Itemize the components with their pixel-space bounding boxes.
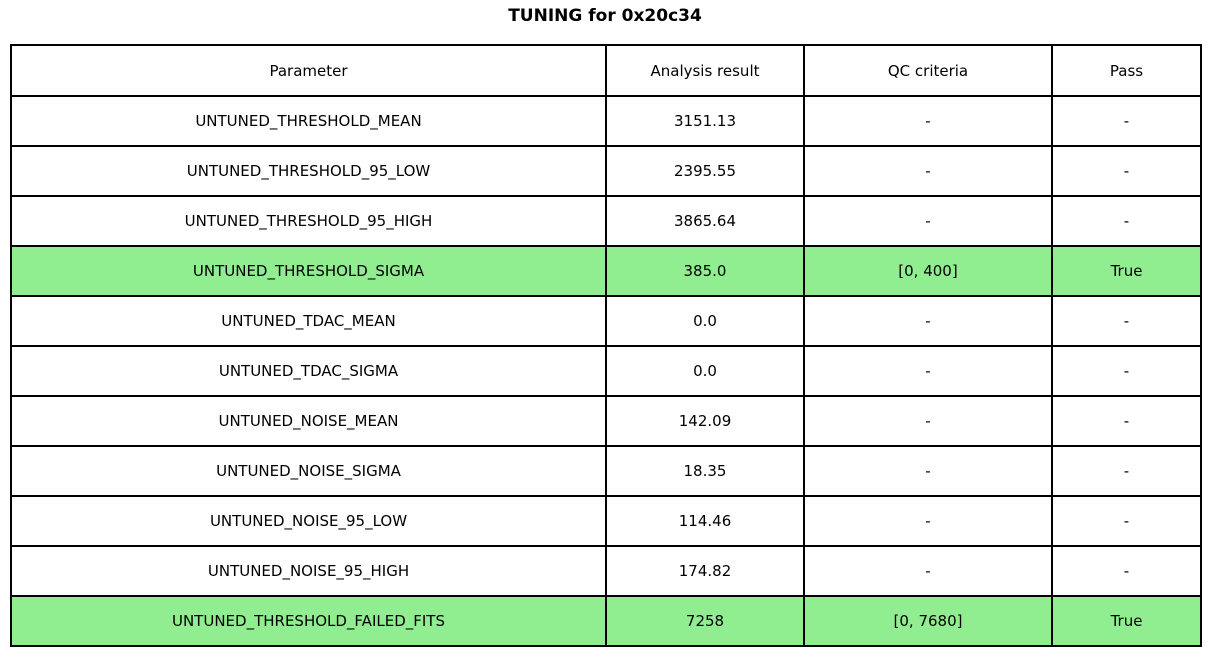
cell-pass: True: [1051, 245, 1202, 297]
table-row: UNTUNED_TDAC_MEAN 0.0 - -: [10, 295, 1202, 347]
cell-pass: True: [1051, 595, 1202, 647]
cell-qc-criteria: -: [803, 195, 1053, 247]
cell-pass: -: [1051, 295, 1202, 347]
qc-results-table: Parameter Analysis result QC criteria Pa…: [10, 44, 1202, 647]
cell-pass: -: [1051, 445, 1202, 497]
cell-analysis-result: 0.0: [605, 345, 805, 397]
cell-parameter: UNTUNED_THRESHOLD_95_HIGH: [10, 195, 607, 247]
cell-pass: -: [1051, 395, 1202, 447]
cell-pass: -: [1051, 495, 1202, 547]
header-analysis-result: Analysis result: [605, 44, 805, 97]
cell-parameter: UNTUNED_THRESHOLD_SIGMA: [10, 245, 607, 297]
cell-analysis-result: 385.0: [605, 245, 805, 297]
cell-parameter: UNTUNED_NOISE_95_LOW: [10, 495, 607, 547]
cell-qc-criteria: -: [803, 495, 1053, 547]
header-pass: Pass: [1051, 44, 1202, 97]
cell-pass: -: [1051, 95, 1202, 147]
header-qc-criteria: QC criteria: [803, 44, 1053, 97]
header-parameter: Parameter: [10, 44, 607, 97]
table-body: UNTUNED_THRESHOLD_MEAN 3151.13 - - UNTUN…: [10, 95, 1202, 647]
cell-pass: -: [1051, 195, 1202, 247]
header-row: Parameter Analysis result QC criteria Pa…: [10, 44, 1202, 97]
table-row: UNTUNED_THRESHOLD_95_LOW 2395.55 - -: [10, 145, 1202, 197]
cell-parameter: UNTUNED_THRESHOLD_95_LOW: [10, 145, 607, 197]
cell-analysis-result: 142.09: [605, 395, 805, 447]
cell-analysis-result: 114.46: [605, 495, 805, 547]
cell-parameter: UNTUNED_THRESHOLD_MEAN: [10, 95, 607, 147]
cell-pass: -: [1051, 345, 1202, 397]
cell-analysis-result: 0.0: [605, 295, 805, 347]
cell-analysis-result: 18.35: [605, 445, 805, 497]
cell-analysis-result: 3865.64: [605, 195, 805, 247]
table-row: UNTUNED_THRESHOLD_95_HIGH 3865.64 - -: [10, 195, 1202, 247]
cell-parameter: UNTUNED_NOISE_MEAN: [10, 395, 607, 447]
cell-qc-criteria: -: [803, 545, 1053, 597]
cell-qc-criteria: -: [803, 345, 1053, 397]
cell-qc-criteria: -: [803, 295, 1053, 347]
cell-analysis-result: 3151.13: [605, 95, 805, 147]
cell-qc-criteria: [0, 400]: [803, 245, 1053, 297]
cell-pass: -: [1051, 145, 1202, 197]
cell-qc-criteria: [0, 7680]: [803, 595, 1053, 647]
table-row: UNTUNED_NOISE_MEAN 142.09 - -: [10, 395, 1202, 447]
table-row-highlighted: UNTUNED_THRESHOLD_SIGMA 385.0 [0, 400] T…: [10, 245, 1202, 297]
table-row: UNTUNED_THRESHOLD_MEAN 3151.13 - -: [10, 95, 1202, 147]
cell-qc-criteria: -: [803, 145, 1053, 197]
table-row: UNTUNED_TDAC_SIGMA 0.0 - -: [10, 345, 1202, 397]
cell-qc-criteria: -: [803, 395, 1053, 447]
cell-parameter: UNTUNED_TDAC_SIGMA: [10, 345, 607, 397]
table-header: Parameter Analysis result QC criteria Pa…: [10, 44, 1202, 97]
cell-qc-criteria: -: [803, 445, 1053, 497]
table-row: UNTUNED_NOISE_95_HIGH 174.82 - -: [10, 545, 1202, 597]
table-row: UNTUNED_NOISE_95_LOW 114.46 - -: [10, 495, 1202, 547]
table-row-highlighted: UNTUNED_THRESHOLD_FAILED_FITS 7258 [0, 7…: [10, 595, 1202, 647]
cell-qc-criteria: -: [803, 95, 1053, 147]
chart-title: TUNING for 0x20c34: [508, 6, 702, 26]
table-row: UNTUNED_NOISE_SIGMA 18.35 - -: [10, 445, 1202, 497]
cell-analysis-result: 7258: [605, 595, 805, 647]
cell-analysis-result: 174.82: [605, 545, 805, 597]
cell-parameter: UNTUNED_THRESHOLD_FAILED_FITS: [10, 595, 607, 647]
cell-analysis-result: 2395.55: [605, 145, 805, 197]
cell-parameter: UNTUNED_TDAC_MEAN: [10, 295, 607, 347]
cell-parameter: UNTUNED_NOISE_95_HIGH: [10, 545, 607, 597]
cell-pass: -: [1051, 545, 1202, 597]
cell-parameter: UNTUNED_NOISE_SIGMA: [10, 445, 607, 497]
